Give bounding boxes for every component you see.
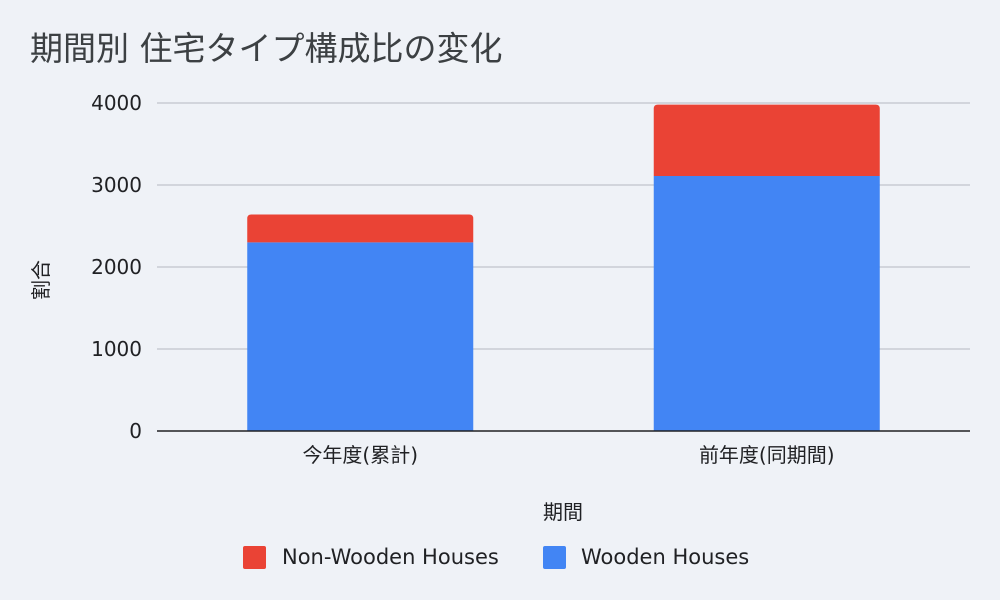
bar-segment-non-wooden-0[interactable] [247, 214, 474, 243]
legend-label: Wooden Houses [581, 545, 749, 569]
y-tick-label: 4000 [91, 91, 142, 115]
bar-segment-wooden-0[interactable] [247, 242, 474, 431]
y-axis-label: 割合 [29, 260, 53, 300]
y-tick-label: 3000 [91, 173, 142, 197]
legend: Non-Wooden Houses Wooden Houses [243, 545, 749, 569]
y-tick-label: 2000 [91, 255, 142, 279]
chart-title: 期間別 住宅タイプ構成比の変化 [30, 29, 503, 68]
x-axis-label: 期間 [543, 500, 583, 524]
legend-swatch-wooden [543, 546, 566, 569]
legend-label: Non-Wooden Houses [282, 545, 499, 569]
x-tick-label: 今年度(累計) [302, 443, 418, 467]
x-tick-label: 前年度(同期間) [699, 443, 835, 467]
bar-segment-wooden-1[interactable] [653, 175, 880, 431]
axes: 0 1000 2000 3000 4000 今年度(累計) 前年度(同期間) [91, 91, 970, 467]
bars [247, 104, 880, 431]
legend-swatch-non-wooden [243, 546, 266, 569]
y-tick-label: 0 [129, 419, 142, 443]
y-tick-label: 1000 [91, 337, 142, 361]
bar-segment-non-wooden-1[interactable] [653, 104, 880, 176]
